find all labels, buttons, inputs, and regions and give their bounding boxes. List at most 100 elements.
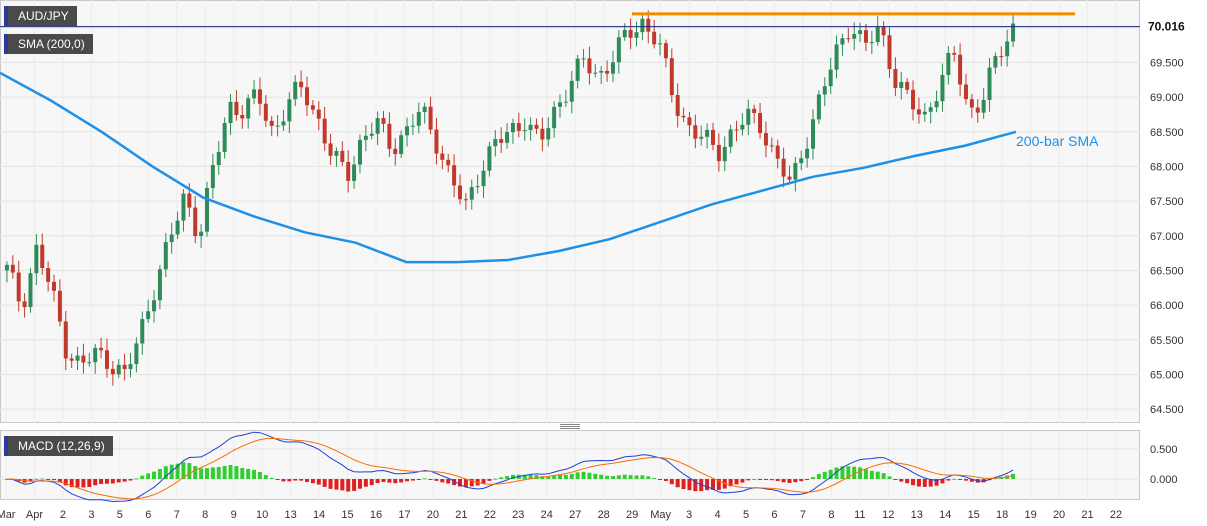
candle-body (775, 145, 780, 159)
macd-histogram-bar (840, 466, 845, 479)
macd-histogram-bar (563, 474, 568, 479)
candle-body (658, 43, 663, 45)
candle-body (234, 101, 239, 115)
macd-histogram-bar (628, 475, 633, 479)
candle-body (734, 129, 739, 131)
macd-histogram-bar (75, 479, 80, 488)
pane-splitter-handle[interactable] (560, 424, 580, 429)
macd-histogram-bar (887, 476, 892, 479)
x-tick-label: 12 (882, 509, 894, 521)
candle-body (710, 129, 715, 145)
candle-body (457, 185, 462, 200)
candle-body (528, 124, 533, 131)
macd-histogram-bar (599, 474, 604, 479)
candle-body (681, 115, 686, 118)
candle-body (228, 101, 233, 124)
x-tick-label: 20 (1053, 509, 1065, 521)
candle-body (299, 81, 304, 88)
macd-histogram-bar (381, 479, 386, 482)
candle-body (128, 364, 133, 370)
macd-histogram-bar (634, 475, 639, 479)
x-tick-label: 5 (117, 509, 123, 521)
macd-histogram-bar (805, 479, 810, 480)
candle-body (422, 106, 427, 112)
macd-y-tick-label: 0.000 (1150, 474, 1178, 486)
y-tick-label: 64.500 (1150, 404, 1184, 416)
candle-body (911, 89, 916, 110)
macd-histogram-bar (181, 462, 186, 479)
macd-histogram-bar (575, 472, 580, 479)
candle-body (499, 139, 504, 143)
candle-body (281, 121, 286, 126)
macd-histogram-bar (899, 479, 904, 482)
macd-histogram-bar (40, 478, 45, 480)
macd-histogram-bar (822, 471, 827, 479)
macd-histogram-bar (134, 478, 139, 480)
macd-histogram-bar (669, 479, 674, 485)
candle-body (381, 118, 386, 124)
candle-body (375, 118, 380, 134)
candle-body (934, 101, 939, 108)
macd-histogram-bar (522, 474, 527, 479)
macd-histogram-bar (693, 479, 698, 492)
candle-body (140, 319, 145, 344)
macd-histogram-bar (675, 479, 680, 488)
candle-body (905, 81, 910, 90)
macd-histogram-bar (328, 479, 333, 489)
symbol-label: AUD/JPY (4, 6, 77, 26)
macd-histogram-bar (769, 479, 774, 481)
macd-histogram-bar (558, 474, 563, 479)
macd-histogram-bar (1005, 475, 1010, 479)
last-price-box (1140, 17, 1190, 36)
candle-body (204, 187, 209, 232)
macd-histogram-bar (340, 479, 345, 491)
candle-body (452, 165, 457, 186)
macd-histogram-bar (228, 465, 233, 479)
macd-histogram-bar (687, 479, 692, 491)
candle-body (940, 74, 945, 102)
macd-histogram-bar (758, 479, 763, 480)
macd-histogram-bar (846, 466, 851, 479)
macd-histogram-bar (257, 472, 262, 479)
x-tick-label: 7 (800, 509, 806, 521)
candle-body (787, 176, 792, 180)
candle-body (99, 347, 104, 351)
candle-body (893, 68, 898, 88)
y-tick-label: 65.000 (1150, 369, 1184, 381)
candle-body (63, 321, 68, 359)
macd-histogram-bar (946, 479, 951, 481)
macd-histogram-bar (216, 466, 221, 479)
candle-body (87, 362, 92, 364)
candle-body (793, 163, 798, 180)
candle-body (634, 32, 639, 38)
candle-body (257, 89, 262, 104)
macd-histogram-bar (187, 463, 192, 479)
candle-body (46, 268, 51, 282)
macd-histogram-bar (963, 479, 968, 481)
candle-body (316, 109, 321, 119)
x-tick-label: 24 (541, 509, 553, 521)
y-tick-label: 68.500 (1150, 127, 1184, 139)
candle-body (534, 124, 539, 129)
candle-body (693, 125, 698, 139)
candle-body (328, 143, 333, 156)
candle-body (758, 113, 763, 134)
x-tick-label: 14 (939, 509, 951, 521)
candle-body (475, 186, 480, 188)
macd-histogram-bar (622, 474, 627, 479)
macd-histogram-bar (705, 479, 710, 491)
candle-body (104, 350, 109, 369)
sma-annotation: 200-bar SMA (1016, 133, 1099, 149)
x-tick-label: May (650, 509, 671, 521)
macd-histogram-bar (952, 478, 957, 480)
x-tick-label: 29 (626, 509, 638, 521)
candle-body (52, 281, 57, 291)
macd-histogram-bar (122, 479, 127, 482)
macd-histogram-bar (799, 479, 804, 482)
macd-histogram-bar (716, 479, 721, 490)
candle-body (869, 42, 874, 44)
macd-histogram-bar (110, 479, 115, 484)
macd-histogram-bar (734, 479, 739, 485)
candle-body (834, 44, 839, 70)
